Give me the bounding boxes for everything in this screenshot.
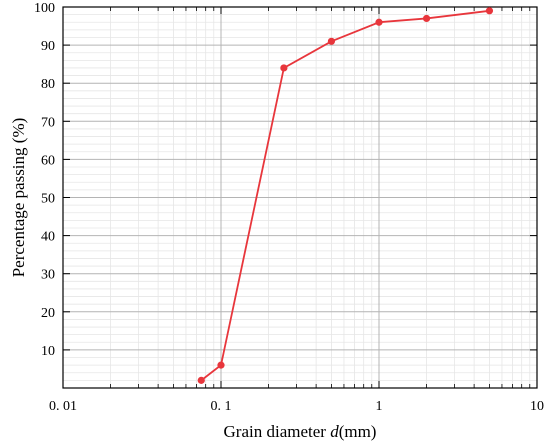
data-point bbox=[485, 7, 494, 15]
series-layer bbox=[197, 7, 494, 384]
x-tick-label: 10 bbox=[530, 399, 544, 414]
x-axis-title-unit: (mm) bbox=[339, 422, 377, 441]
y-tick-label: 40 bbox=[41, 230, 55, 245]
data-point bbox=[375, 18, 383, 26]
x-axis-title-var: d bbox=[330, 422, 339, 441]
data-point bbox=[217, 361, 225, 369]
y-tick-label: 60 bbox=[41, 153, 55, 168]
data-point bbox=[280, 64, 288, 72]
x-axis-title: Grain diameter d(mm) bbox=[224, 422, 377, 441]
data-point bbox=[422, 14, 431, 23]
data-point bbox=[197, 376, 205, 384]
y-tick-label: 100 bbox=[34, 1, 55, 16]
y-tick-label: 70 bbox=[41, 115, 55, 130]
y-tick-label: 50 bbox=[41, 192, 55, 207]
y-tick-label: 20 bbox=[41, 306, 55, 321]
x-tick-label: 0. 1 bbox=[211, 399, 232, 414]
x-tick-label: 0. 01 bbox=[49, 399, 77, 414]
series-line bbox=[200, 9, 490, 382]
y-tick-label: 80 bbox=[41, 77, 55, 92]
y-axis-title: Percentage passing (%) bbox=[9, 118, 28, 278]
y-tick-label: 30 bbox=[41, 268, 55, 283]
data-point bbox=[327, 37, 336, 45]
y-tick-label: 90 bbox=[41, 39, 55, 54]
x-tick-label: 1 bbox=[376, 399, 383, 414]
y-tick-labels: 10 20 30 40 50 60 70 80 90 100 bbox=[34, 1, 55, 359]
y-tick-label: 10 bbox=[41, 344, 55, 359]
x-axis-title-main: Grain diameter bbox=[224, 422, 331, 441]
major-grid bbox=[62, 6, 538, 388]
x-tick-labels: 0. 01 0. 1 1 10 bbox=[49, 399, 544, 414]
